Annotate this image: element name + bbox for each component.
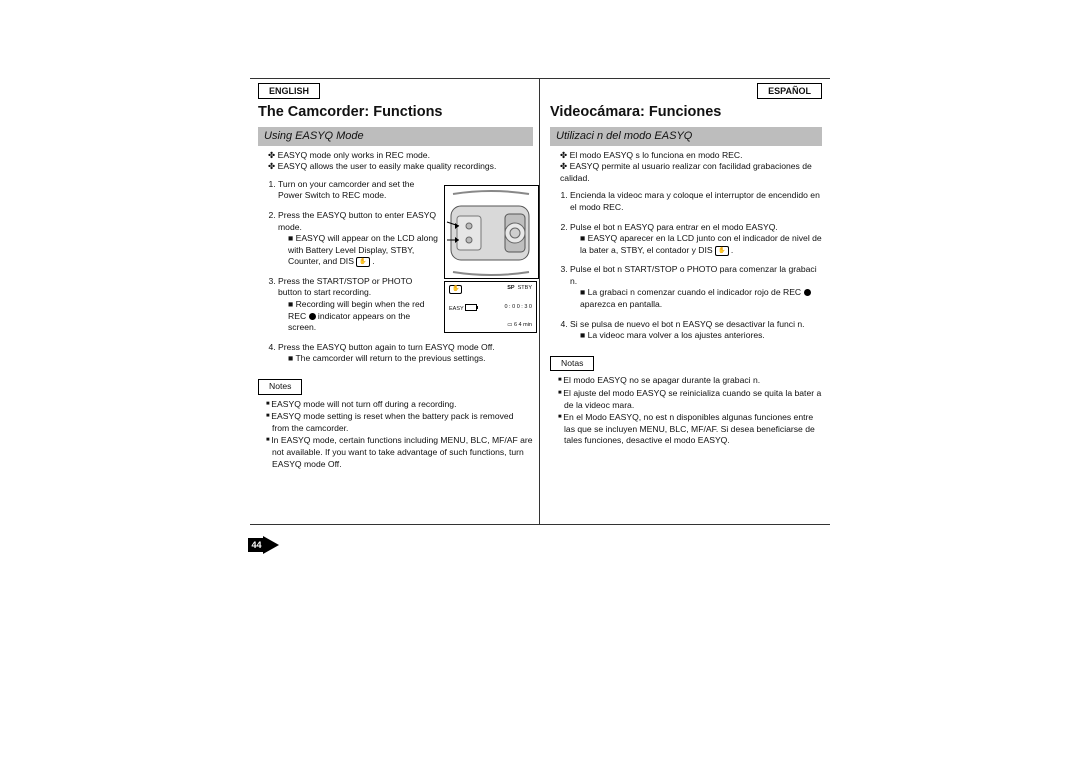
step-text: Turn on your camcorder and set the Power… (278, 179, 414, 201)
info-item: EASYQ allows the user to easily make qua… (268, 161, 533, 173)
step-sub: ■ The camcorder will return to the previ… (278, 353, 533, 365)
english-column: ENGLISH The Camcorder: Functions Using E… (250, 79, 540, 524)
step-text: Press the EASYQ button again to turn EAS… (278, 342, 495, 352)
lcd-counter: 0 : 0 0 : 3 0 (504, 304, 532, 313)
step-item: Encienda la videoc mara y coloque el int… (570, 190, 822, 213)
info-item: EASYQ permite al usuario realizar con fa… (560, 161, 822, 184)
info-item: EASYQ mode only works in REC mode. (268, 150, 533, 162)
step-text: Press the EASYQ button to enter EASYQ mo… (278, 210, 436, 232)
step-item: Pulse el bot n EASYQ para entrar en el m… (570, 222, 822, 257)
info-bullets: EASYQ mode only works in REC mode. EASYQ… (258, 150, 533, 173)
camcorder-illustration (444, 185, 539, 279)
lcd-easy: EASY (449, 306, 464, 312)
section-subheading: Using EASYQ Mode (258, 127, 533, 146)
note-item: El modo EASYQ no se apagar durante la gr… (558, 375, 822, 387)
dis-icon: ✋ (356, 257, 369, 267)
battery-icon (465, 304, 477, 311)
page-number: 44 (248, 538, 265, 552)
note-item: EASYQ mode will not turn off during a re… (266, 399, 533, 411)
step-sub: ■ EASYQ aparecer en la LCD junto con el … (570, 233, 822, 256)
step-text: Pulse el bot n EASYQ para entrar en el m… (570, 222, 778, 232)
note-item: El ajuste del modo EASYQ se reinicializa… (558, 388, 822, 411)
section-heading: The Camcorder: Functions (258, 103, 533, 123)
dis-icon: ✋ (715, 246, 728, 256)
manual-page: ENGLISH The Camcorder: Functions Using E… (250, 78, 830, 525)
rec-dot-icon (804, 289, 811, 296)
notes-label: Notas (550, 356, 594, 372)
note-item: In EASYQ mode, certain functions includi… (266, 435, 533, 470)
step-text: Encienda la videoc mara y coloque el int… (570, 190, 820, 212)
step-item: Si se pulsa de nuevo el bot n EASYQ se d… (570, 319, 822, 342)
instruction-steps: Encienda la videoc mara y coloque el int… (550, 190, 822, 342)
section-heading: Videocámara: Funciones (550, 103, 822, 123)
step-text: Press the START/STOP or PHOTO button to … (278, 276, 412, 298)
note-item: EASYQ mode setting is reset when the bat… (266, 411, 533, 434)
spanish-column: ESPAÑOL Videocámara: Funciones Utilizaci… (540, 79, 830, 524)
info-item: El modo EASYQ s lo funciona en modo REC. (560, 150, 822, 162)
rec-dot-icon (309, 313, 316, 320)
notes-list: EASYQ mode will not turn off during a re… (258, 399, 533, 471)
step-text: Si se pulsa de nuevo el bot n EASYQ se d… (570, 319, 805, 329)
two-column-layout: ENGLISH The Camcorder: Functions Using E… (250, 78, 830, 525)
notes-list: El modo EASYQ no se apagar durante la gr… (550, 375, 822, 447)
lcd-preview: ✋ SP STBY EASY 0 : 0 0 : 3 0 ▭ 6 4 min (444, 281, 537, 333)
camcorder-figure: ✋ SP STBY EASY 0 : 0 0 : 3 0 ▭ 6 4 min (444, 185, 539, 333)
step-item: Pulse el bot n START/STOP o PHOTO para c… (570, 264, 822, 310)
section-subheading: Utilizaci n del modo EASYQ (550, 127, 822, 146)
lcd-stby: STBY (518, 285, 532, 291)
dis-icon: ✋ (449, 285, 462, 294)
step-sub: ■ La grabaci n comenzar cuando el indica… (570, 287, 822, 310)
info-bullets: El modo EASYQ s lo funciona en modo REC.… (550, 150, 822, 185)
note-item: En el Modo EASYQ, no est n disponibles a… (558, 412, 822, 447)
language-label-english: ENGLISH (258, 83, 320, 99)
step-sub: ■ La videoc mara volver a los ajustes an… (570, 330, 822, 342)
lcd-remain: 6 4 min (514, 322, 532, 328)
notes-label: Notes (258, 379, 302, 395)
lcd-sp: SP (507, 285, 514, 291)
step-text: Pulse el bot n START/STOP o PHOTO para c… (570, 264, 817, 286)
language-label-spanish: ESPAÑOL (757, 83, 822, 99)
step-item: Press the EASYQ button again to turn EAS… (278, 342, 533, 365)
